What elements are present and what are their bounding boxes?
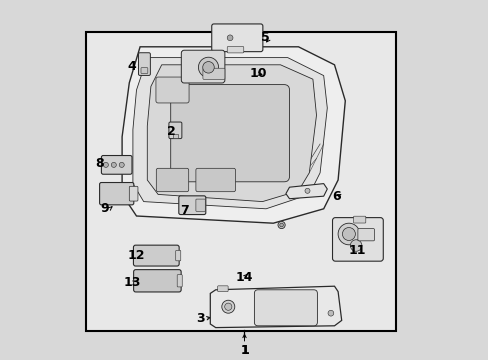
Polygon shape — [133, 58, 326, 209]
Polygon shape — [210, 286, 341, 328]
Bar — [173, 134, 177, 138]
FancyBboxPatch shape — [196, 168, 235, 192]
FancyBboxPatch shape — [254, 290, 317, 326]
Text: 10: 10 — [249, 67, 267, 80]
FancyBboxPatch shape — [211, 24, 263, 51]
Text: 11: 11 — [348, 244, 366, 257]
FancyBboxPatch shape — [141, 68, 147, 73]
FancyBboxPatch shape — [156, 77, 189, 103]
Bar — [86, 32, 395, 331]
Circle shape — [111, 162, 116, 167]
Text: 6: 6 — [332, 190, 341, 203]
Text: 7: 7 — [179, 204, 188, 217]
Text: 8: 8 — [95, 157, 103, 170]
Text: 14: 14 — [235, 271, 252, 284]
Circle shape — [227, 35, 232, 41]
Circle shape — [305, 188, 309, 193]
FancyBboxPatch shape — [133, 270, 181, 292]
FancyBboxPatch shape — [353, 216, 365, 223]
FancyBboxPatch shape — [177, 275, 182, 287]
Circle shape — [349, 240, 361, 251]
Text: 2: 2 — [167, 125, 176, 138]
Text: 9: 9 — [101, 202, 109, 215]
FancyBboxPatch shape — [133, 245, 179, 266]
FancyBboxPatch shape — [138, 53, 150, 76]
FancyBboxPatch shape — [357, 229, 374, 241]
FancyBboxPatch shape — [217, 286, 228, 292]
FancyBboxPatch shape — [196, 199, 205, 211]
Polygon shape — [285, 184, 326, 199]
Polygon shape — [122, 47, 345, 223]
FancyBboxPatch shape — [170, 85, 289, 182]
Text: 13: 13 — [123, 276, 141, 289]
FancyBboxPatch shape — [168, 122, 182, 139]
FancyBboxPatch shape — [332, 217, 383, 261]
Circle shape — [224, 303, 231, 310]
Circle shape — [277, 221, 285, 229]
FancyBboxPatch shape — [203, 68, 224, 79]
Circle shape — [222, 300, 234, 313]
Text: 3: 3 — [196, 312, 204, 325]
FancyBboxPatch shape — [179, 196, 205, 215]
FancyBboxPatch shape — [156, 168, 188, 192]
Text: 5: 5 — [260, 31, 269, 44]
Text: 12: 12 — [127, 249, 145, 262]
Circle shape — [279, 223, 283, 227]
FancyBboxPatch shape — [129, 186, 138, 201]
Text: 4: 4 — [127, 60, 136, 73]
Circle shape — [119, 162, 124, 167]
Bar — [215, 39, 230, 48]
Text: 1: 1 — [240, 345, 248, 357]
Text: 1: 1 — [240, 345, 248, 357]
Circle shape — [203, 62, 214, 73]
Circle shape — [327, 310, 333, 316]
Polygon shape — [147, 65, 316, 202]
FancyBboxPatch shape — [101, 156, 132, 174]
Circle shape — [103, 162, 108, 167]
FancyBboxPatch shape — [227, 46, 244, 53]
Circle shape — [342, 228, 355, 240]
FancyBboxPatch shape — [175, 251, 181, 261]
Circle shape — [337, 223, 359, 245]
Circle shape — [198, 57, 218, 77]
FancyBboxPatch shape — [181, 50, 224, 83]
FancyBboxPatch shape — [100, 183, 134, 205]
